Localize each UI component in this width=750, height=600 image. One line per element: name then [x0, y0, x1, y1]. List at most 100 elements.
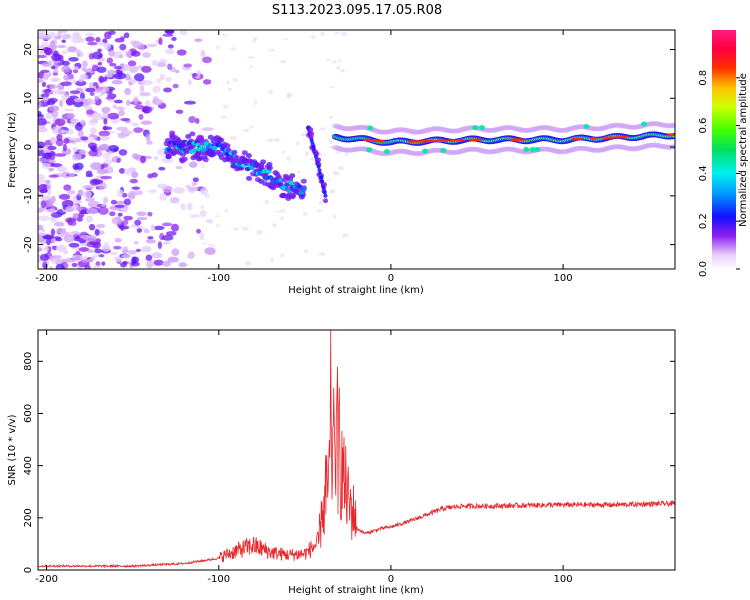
spectrogram-cell — [230, 135, 237, 141]
spectrogram-cell — [211, 145, 218, 151]
spectrogram-cell — [38, 215, 50, 221]
spectrogram-cell — [122, 207, 129, 213]
spectrogram-cell — [136, 228, 142, 233]
spectrogram-cell — [200, 205, 205, 210]
spectrogram-cell — [103, 42, 111, 51]
spectrogram-cell — [71, 254, 83, 261]
spectrogram-cell — [72, 68, 79, 74]
spectrogram-cell — [317, 209, 323, 213]
spectrogram-cell — [66, 97, 74, 106]
spectrogram-cell — [163, 87, 172, 93]
spectrogram-cell — [336, 65, 341, 70]
colorbar-tick-label: 0.6 — [698, 118, 709, 134]
spectrogram-cell — [319, 127, 326, 131]
spectrogram-marks — [38, 30, 675, 269]
spectrogram-cell — [130, 50, 141, 57]
spectrogram-cell — [211, 245, 216, 248]
spectrogram-cell — [133, 241, 139, 245]
spectrogram-cell — [534, 147, 541, 152]
spectrogram-cell — [96, 168, 109, 175]
spectrogram-cell — [216, 223, 220, 228]
spectrogram-cell — [57, 30, 68, 33]
spectrogram-cell — [310, 35, 317, 40]
spectrogram-x-ticks: -200 -100 0 100 — [35, 30, 573, 284]
spectrogram-cell — [201, 127, 214, 132]
spectrogram-cell — [201, 154, 208, 160]
spectrogram-cell — [101, 163, 109, 168]
spectrogram-cell — [94, 248, 102, 254]
spectrogram-cell — [242, 128, 250, 133]
spectrogram-cell — [341, 233, 349, 238]
spectrogram-cell — [173, 187, 185, 194]
spectrogram-cell — [529, 147, 536, 152]
spectrogram-cell — [88, 119, 98, 126]
spectrogram-cell — [161, 157, 174, 164]
spectrogram-cell — [152, 85, 161, 94]
x-tick-label: 100 — [554, 273, 573, 284]
spectrogram-cell — [70, 231, 80, 235]
spectrogram-cell — [156, 62, 167, 68]
spectrogram-cell — [111, 79, 123, 85]
spectrogram-cell — [110, 199, 117, 205]
y-tick-label: 800 — [23, 352, 34, 371]
spectrogram-cell — [136, 211, 147, 217]
spectrogram-cell — [448, 139, 457, 142]
spectrogram-cell — [337, 59, 342, 63]
spectrogram-cell — [122, 219, 129, 226]
spectrogram-cell — [187, 79, 192, 86]
spectrogram-cell — [153, 155, 159, 161]
spectrogram-cell — [68, 242, 80, 248]
spectrogram-cell — [162, 241, 171, 245]
spectrogram-cell — [39, 158, 49, 163]
spectrogram-cell — [320, 252, 325, 257]
spectrogram-cell — [61, 50, 69, 55]
snr-x-ticks: -200 -100 0 100 — [35, 330, 573, 585]
spectrogram-cell — [137, 216, 148, 221]
y-tick-label: -20 — [23, 236, 34, 252]
spectrogram-cell — [195, 156, 202, 162]
spectrogram-cell — [203, 141, 209, 146]
spectrogram-cell — [246, 175, 252, 181]
snr-series-line — [38, 330, 675, 569]
spectrogram-cell — [87, 41, 98, 46]
spectrogram-cell — [41, 61, 52, 67]
spectrogram-cell — [98, 206, 109, 215]
spectrogram-cell — [156, 78, 162, 84]
spectrogram-cell — [38, 125, 46, 129]
spectrogram-cell — [94, 228, 100, 236]
spectrogram-cell — [201, 165, 206, 169]
spectrogram-cell — [167, 44, 174, 49]
spectrogram-cell — [87, 249, 94, 253]
spectrogram-cell — [63, 74, 70, 81]
spectrogram-cell — [151, 252, 163, 259]
spectrogram-cell — [221, 34, 229, 37]
spectrogram-cell — [92, 51, 103, 60]
spectrogram-cell — [45, 112, 54, 120]
spectrogram-cell — [227, 87, 233, 92]
spectrogram-cell — [200, 190, 206, 194]
spectrogram-cell — [102, 152, 112, 160]
spectrogram-cell — [63, 234, 75, 243]
spectrogram-cell — [248, 56, 255, 60]
spectrogram-cell — [123, 198, 131, 206]
x-tick-label: -200 — [35, 273, 58, 284]
spectrogram-cell — [93, 134, 98, 141]
spectrogram-cell — [159, 193, 167, 201]
spectrogram-cell — [279, 59, 287, 64]
y-tick-label: 0 — [23, 144, 34, 150]
spectrogram-cell — [63, 184, 72, 191]
y-tick-label: 400 — [23, 456, 34, 475]
spectrogram-cell — [280, 216, 284, 221]
spectrogram-cell — [169, 133, 176, 138]
spectrogram-cell — [131, 186, 141, 190]
spectrogram-cell — [87, 200, 100, 208]
spectrogram-cell — [92, 254, 99, 259]
spectrogram-cell — [175, 69, 180, 74]
spectrogram-cell — [170, 223, 180, 232]
spectrogram-cell — [56, 133, 63, 141]
spectrogram-cell — [98, 130, 110, 137]
spectrogram-cell — [162, 260, 171, 267]
spectrogram-cell — [204, 247, 216, 255]
spectrogram-cell — [121, 254, 132, 259]
spectrogram-cell — [85, 32, 95, 37]
